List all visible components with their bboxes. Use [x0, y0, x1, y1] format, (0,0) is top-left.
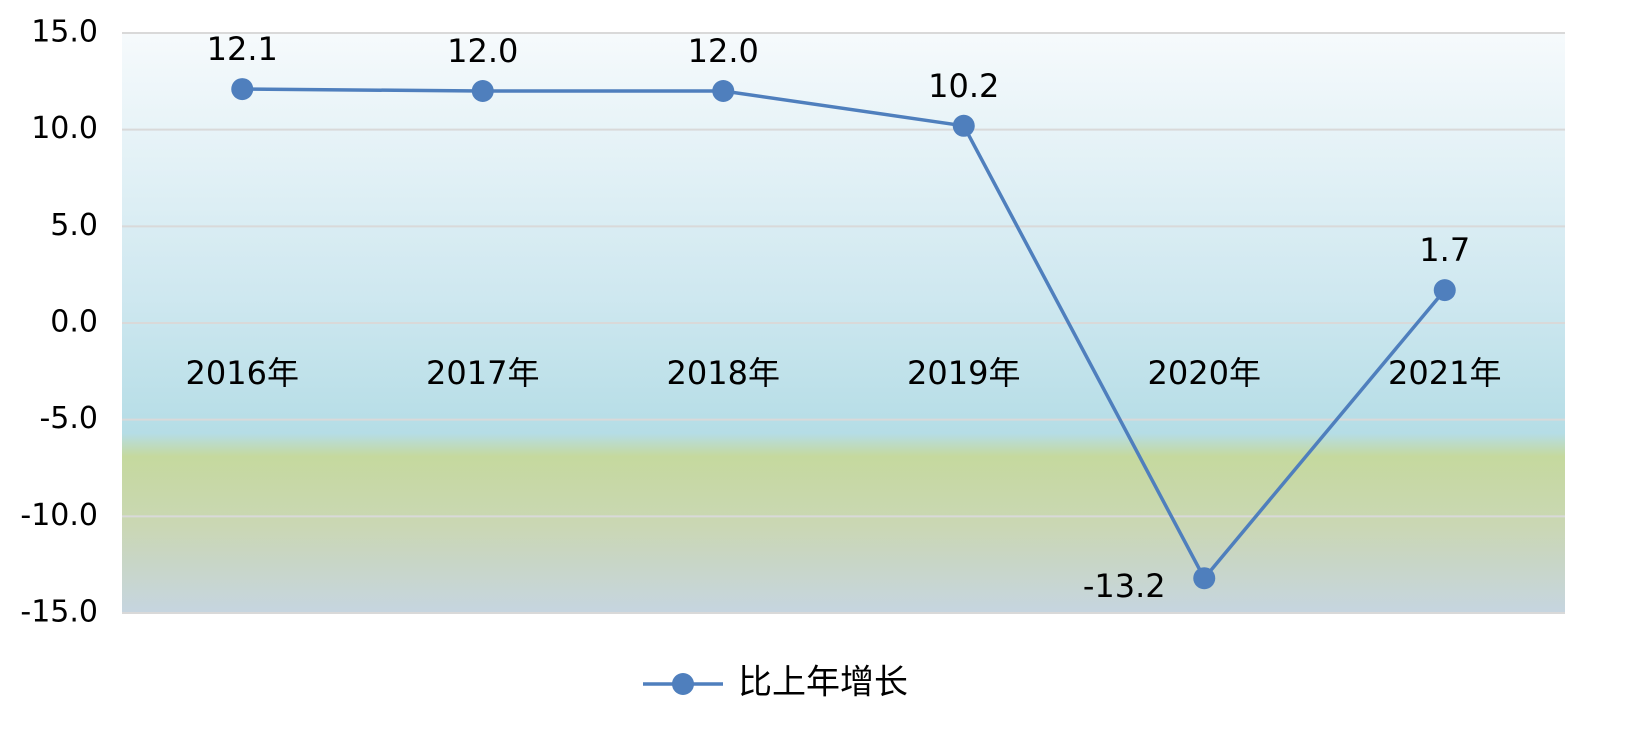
y-tick-label: -5.0	[39, 401, 98, 436]
data-point	[712, 80, 735, 102]
data-label: 12.0	[447, 32, 518, 70]
x-tick-label: 2016年	[186, 354, 299, 392]
data-point	[952, 114, 975, 137]
x-tick-label: 2019年	[907, 354, 1020, 392]
x-tick-label: 2020年	[1148, 354, 1261, 392]
legend-marker	[672, 673, 694, 695]
data-point	[231, 78, 254, 101]
data-point	[471, 80, 494, 102]
data-label: 12.1	[207, 30, 278, 68]
y-tick-label: 0.0	[50, 305, 98, 340]
series-line	[242, 87, 1447, 582]
data-label: -13.2	[1083, 567, 1166, 605]
y-tick-label: -15.0	[20, 595, 98, 630]
x-tick-label: 2021年	[1388, 354, 1501, 392]
data-point	[1193, 567, 1216, 590]
x-tick-label: 2017年	[426, 354, 539, 392]
y-tick-label: -10.0	[20, 498, 98, 533]
x-tick-label: 2018年	[667, 354, 780, 392]
y-tick-label: 10.0	[31, 111, 98, 146]
data-point	[1433, 279, 1456, 302]
data-label: 10.2	[928, 67, 999, 105]
y-tick-label: 15.0	[31, 15, 98, 50]
y-tick-label: 5.0	[50, 208, 98, 243]
data-label: 12.0	[688, 32, 759, 70]
legend-label: 比上年增长	[738, 663, 908, 703]
data-label: 1.7	[1419, 231, 1470, 269]
